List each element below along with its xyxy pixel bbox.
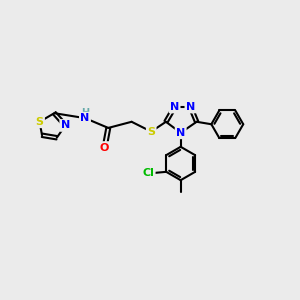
Text: H: H: [81, 108, 89, 118]
Text: O: O: [100, 142, 109, 152]
Text: Cl: Cl: [142, 168, 154, 178]
Text: S: S: [147, 127, 155, 136]
Text: N: N: [61, 121, 70, 130]
Text: S: S: [36, 117, 43, 127]
Text: N: N: [80, 113, 90, 123]
Text: N: N: [176, 128, 185, 138]
Text: N: N: [186, 102, 195, 112]
Text: N: N: [170, 102, 179, 112]
